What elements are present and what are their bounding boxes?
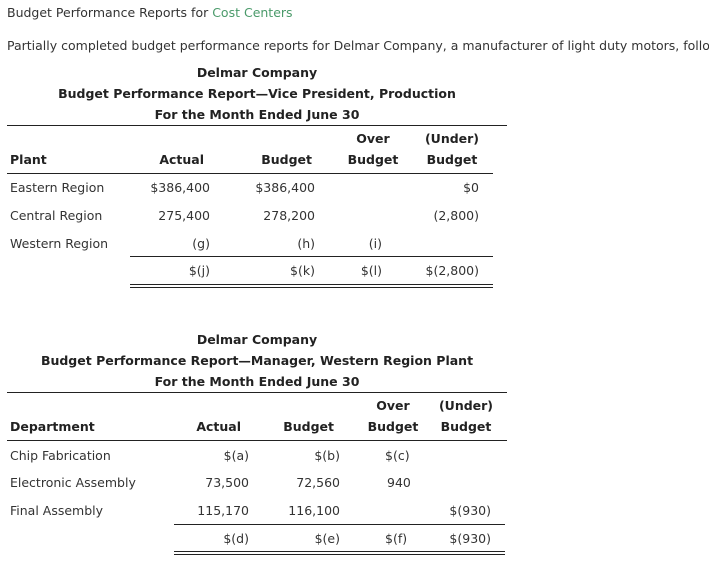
report2-company: Delmar Company: [196, 332, 318, 347]
row-budget: 116,100: [288, 503, 340, 518]
report1-col-over-top: Over: [356, 131, 390, 146]
report1-col-budget: Budget: [261, 152, 312, 167]
row-actual: (g): [192, 236, 210, 251]
report1-col-over-bottom: Budget: [347, 152, 399, 167]
row-actual: $(a): [223, 448, 249, 463]
total-under: $(930): [449, 531, 491, 546]
report1-col-under-top: (Under): [424, 131, 480, 146]
report1-header-rule: [7, 173, 493, 174]
report2-title: Budget Performance Report—Manager, Weste…: [40, 353, 474, 368]
total-under: $(2,800): [425, 263, 480, 278]
report2-col-budget: Budget: [283, 419, 334, 434]
report2-heading: Delmar Company Budget Performance Report…: [7, 329, 507, 392]
report1-double-rule: [130, 284, 493, 288]
row-over: $(c): [385, 448, 410, 463]
report1-company: Delmar Company: [196, 65, 318, 80]
total-over: $(f): [385, 531, 408, 546]
report1-period: For the Month Ended June 30: [154, 107, 360, 122]
row-over: (i): [368, 236, 382, 251]
total-over: $(l): [360, 263, 382, 278]
report2-col-under-bottom: Budget: [440, 419, 492, 434]
report1-title: Budget Performance Report—Vice President…: [58, 86, 456, 101]
report2-col-under-top: (Under): [438, 398, 494, 413]
intro-text: Partially completed budget performance r…: [7, 38, 709, 53]
report1-col-actual: Actual: [159, 152, 204, 167]
row-label: Western Region: [10, 236, 109, 251]
title-text: Budget Performance Reports for: [7, 5, 213, 20]
total-actual: $(j): [188, 263, 210, 278]
total-actual: $(d): [223, 531, 249, 546]
row-label: Central Region: [10, 208, 103, 223]
report2-col-department: Department: [10, 419, 95, 434]
row-under: $(930): [449, 503, 491, 518]
total-budget: $(k): [290, 263, 315, 278]
row-actual: 73,500: [205, 475, 249, 490]
row-budget: (h): [297, 236, 315, 251]
row-budget: 278,200: [263, 208, 315, 223]
report2-top-rule: [7, 392, 507, 393]
row-budget: $386,400: [255, 180, 315, 195]
row-actual: 115,170: [197, 503, 249, 518]
report2-col-over-bottom: Budget: [367, 419, 419, 434]
row-budget: 72,560: [296, 475, 340, 490]
row-under: $0: [463, 180, 479, 195]
row-under: (2,800): [433, 208, 479, 223]
row-actual: $386,400: [150, 180, 210, 195]
report2-header-rule: [7, 440, 507, 441]
row-label: Final Assembly: [10, 503, 104, 518]
report2-double-rule: [174, 551, 505, 555]
row-label: Eastern Region: [10, 180, 105, 195]
row-over: 940: [387, 475, 411, 490]
report1-col-under-bottom: Budget: [426, 152, 478, 167]
report2-period: For the Month Ended June 30: [154, 374, 360, 389]
total-budget: $(e): [314, 531, 340, 546]
report1-top-rule: [7, 125, 507, 126]
row-label: Chip Fabrication: [10, 448, 111, 463]
report1-col-plant: Plant: [10, 152, 47, 167]
report2-col-over-top: Over: [376, 398, 410, 413]
report2-total-rule: [174, 524, 505, 525]
report1-heading: Delmar Company Budget Performance Report…: [7, 62, 507, 125]
cost-centers-link[interactable]: Cost Centers: [212, 5, 293, 20]
row-label: Electronic Assembly: [10, 475, 136, 490]
row-budget: $(b): [314, 448, 340, 463]
page-title: Budget Performance Reports for Cost Cent…: [7, 5, 293, 20]
row-actual: 275,400: [158, 208, 210, 223]
report1-total-rule: [130, 256, 493, 257]
report2-col-actual: Actual: [196, 419, 241, 434]
